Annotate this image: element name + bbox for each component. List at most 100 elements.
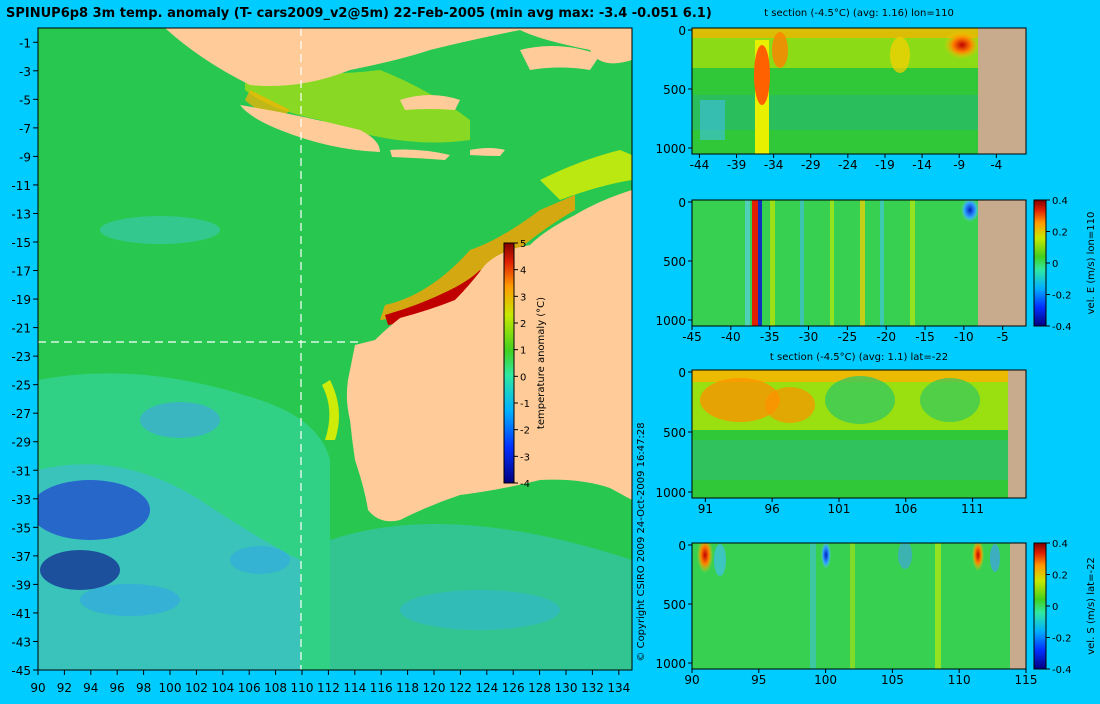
map-colorbar-tick-label: 3 bbox=[520, 292, 526, 303]
panel-1-frame bbox=[691, 27, 1027, 155]
panel-4-colorbar-tick-label: -0.2 bbox=[1052, 634, 1072, 645]
map-y-tick-label: -1 bbox=[19, 36, 31, 50]
panel-2-colorbar-tick-label: 0.4 bbox=[1052, 196, 1068, 207]
panel-2-x-tick-label: -20 bbox=[876, 330, 896, 344]
map-x-tick-label: 132 bbox=[581, 681, 604, 695]
panel-2-land bbox=[978, 200, 1026, 326]
panel-1-y-tick-label: 1000 bbox=[655, 142, 686, 156]
panel-4-x-tick-label: 90 bbox=[684, 673, 699, 687]
panel-4-x-tick-label: 95 bbox=[751, 673, 766, 687]
map-x-tick-label: 92 bbox=[57, 681, 72, 695]
map-x-tick-label: 102 bbox=[185, 681, 208, 695]
panel-1-y-tick-label: 0 bbox=[678, 24, 686, 38]
map-x-tick-label: 112 bbox=[317, 681, 340, 695]
map-x-tick-label: 130 bbox=[555, 681, 578, 695]
panel-1-x-tick-label: -44 bbox=[690, 158, 710, 172]
map-y-tick-label: -11 bbox=[11, 179, 31, 193]
panel-4-y-tick-label: 1000 bbox=[655, 657, 686, 671]
panel-1: -44 -39 -34 -29 -24 -19 -14 -9 -4 0 500 1000 bbox=[655, 24, 1027, 172]
map-colorbar-tick-label: 1 bbox=[520, 346, 526, 357]
panel-3-y-tick-label: 1000 bbox=[655, 486, 686, 500]
map-x-tick-label: 114 bbox=[343, 681, 366, 695]
map-y-tick-label: -9 bbox=[19, 150, 31, 164]
map-colorbar-tick-label: 0 bbox=[520, 372, 526, 383]
panel-1-x-tick-label: -24 bbox=[838, 158, 858, 172]
map-y-tick-label: -5 bbox=[19, 93, 31, 107]
land-australia bbox=[346, 190, 632, 522]
panel-1-x-tick-label: -39 bbox=[727, 158, 747, 172]
panel-2-y-tick-label: 1000 bbox=[655, 314, 686, 328]
map-x-tick-label: 90 bbox=[30, 681, 45, 695]
map-frame bbox=[37, 27, 633, 671]
panel-3-field bbox=[692, 370, 1026, 498]
map-x-tick-label: 128 bbox=[528, 681, 551, 695]
map-x-tick-label: 118 bbox=[396, 681, 419, 695]
map-x-axis: 90 92 94 96 98 100 102 104 106 108 110 112 114 116 118… bbox=[30, 670, 630, 695]
land-sumatra-borneo bbox=[165, 28, 632, 86]
map-y-axis: -1 -3 -5 -7 -9 -11 -13 -15 -17 -19 -21 -23 -25 -27 -29… bbox=[11, 36, 38, 678]
map-land bbox=[165, 28, 632, 522]
map-x-tick-label: 126 bbox=[502, 681, 525, 695]
panel-2-colorbar-scale bbox=[1033, 199, 1047, 327]
map-y-tick-label: -23 bbox=[11, 350, 31, 364]
panel-3-x-tick-label: 106 bbox=[894, 502, 917, 516]
map-y-tick-label: -43 bbox=[11, 635, 31, 649]
panel-1-title: t section (-4.5°C) (avg: 1.16) lon=110 bbox=[764, 8, 954, 19]
land-sulawesi bbox=[400, 95, 460, 110]
panel-4-colorbar-tick-label: 0.4 bbox=[1052, 539, 1068, 550]
panel-2-x-tick-label: -5 bbox=[997, 330, 1009, 344]
map-x-tick-label: 106 bbox=[238, 681, 261, 695]
panel-2-x-tick-label: -35 bbox=[760, 330, 780, 344]
panel-1-field bbox=[692, 28, 1026, 154]
map-y-tick-label: -25 bbox=[11, 379, 31, 393]
map-y-tick-label: -41 bbox=[11, 607, 31, 621]
panel-1-land bbox=[978, 28, 1026, 154]
map-field bbox=[38, 60, 632, 670]
panel-4-land bbox=[1010, 543, 1026, 669]
panel-2-colorbar-tick-label: 0.2 bbox=[1052, 228, 1068, 239]
panel-2: -45 -40 -35 -30 -25 -20 -15 -10 -5 0 500 1000 0.4 0.… bbox=[655, 196, 1097, 344]
map-x-tick-label: 94 bbox=[83, 681, 98, 695]
panel-4-x-tick-label: 105 bbox=[881, 673, 904, 687]
panel-2-colorbar-label: vel. E (m/s) lon=110 bbox=[1086, 212, 1097, 315]
map-x-tick-label: 96 bbox=[110, 681, 125, 695]
map-x-tick-label: 100 bbox=[159, 681, 182, 695]
panel-2-x-tick-label: -40 bbox=[721, 330, 741, 344]
panel-2-y-tick-label: 0 bbox=[678, 196, 686, 210]
panel-1-x-tick-label: -19 bbox=[875, 158, 895, 172]
panel-4-colorbar-tick-label: 0 bbox=[1052, 602, 1058, 613]
map-x-tick-label: 120 bbox=[423, 681, 446, 695]
panel-2-field bbox=[745, 200, 1026, 326]
map-y-tick-label: -31 bbox=[11, 464, 31, 478]
map-colorbar-scale bbox=[503, 242, 515, 484]
map-y-tick-label: -35 bbox=[11, 521, 31, 535]
map-y-tick-label: -37 bbox=[11, 550, 31, 564]
panel-3-land bbox=[1008, 370, 1026, 498]
panel-1-x-tick-label: -34 bbox=[764, 158, 784, 172]
map-y-tick-label: -39 bbox=[11, 578, 31, 592]
map-y-tick-label: -33 bbox=[11, 493, 31, 507]
map-colorbar-tick-label: -4 bbox=[520, 479, 530, 490]
panel-4-colorbar-tick-label: -0.4 bbox=[1052, 665, 1072, 676]
map-x-tick-label: 134 bbox=[607, 681, 630, 695]
panel-3-x-tick-label: 91 bbox=[698, 502, 713, 516]
panel-3-frame bbox=[691, 369, 1027, 499]
map-colorbar-label: temperature anomaly (°C) bbox=[536, 297, 547, 429]
map-y-tick-label: -15 bbox=[11, 236, 31, 250]
map-y-tick-label: -3 bbox=[19, 65, 31, 79]
map-x-tick-label: 124 bbox=[475, 681, 498, 695]
panel-2-colorbar-tick-label: -0.4 bbox=[1052, 322, 1072, 333]
panel-2-y-tick-label: 500 bbox=[663, 255, 686, 269]
panel-2-x-tick-label: -45 bbox=[682, 330, 702, 344]
panel-4-colorbar-label: vel. S (m/s) lat=-22 bbox=[1086, 557, 1097, 655]
land-java bbox=[240, 105, 380, 152]
map-x-tick-label: 104 bbox=[211, 681, 234, 695]
map-x-tick-label: 108 bbox=[264, 681, 287, 695]
map-colorbar: 5 4 3 2 1 0 -1 -2 -3 -4 temperature anomaly (°C) bbox=[503, 239, 547, 490]
panel-4-colorbar-tick-label: 0.2 bbox=[1052, 571, 1068, 582]
land-lesser-sunda bbox=[390, 149, 450, 160]
panel-2-x-tick-label: -15 bbox=[915, 330, 935, 344]
panel-1-x-tick-label: -4 bbox=[990, 158, 1002, 172]
panel-4-field bbox=[697, 543, 1026, 669]
map-colorbar-tick-label: -1 bbox=[520, 399, 530, 410]
